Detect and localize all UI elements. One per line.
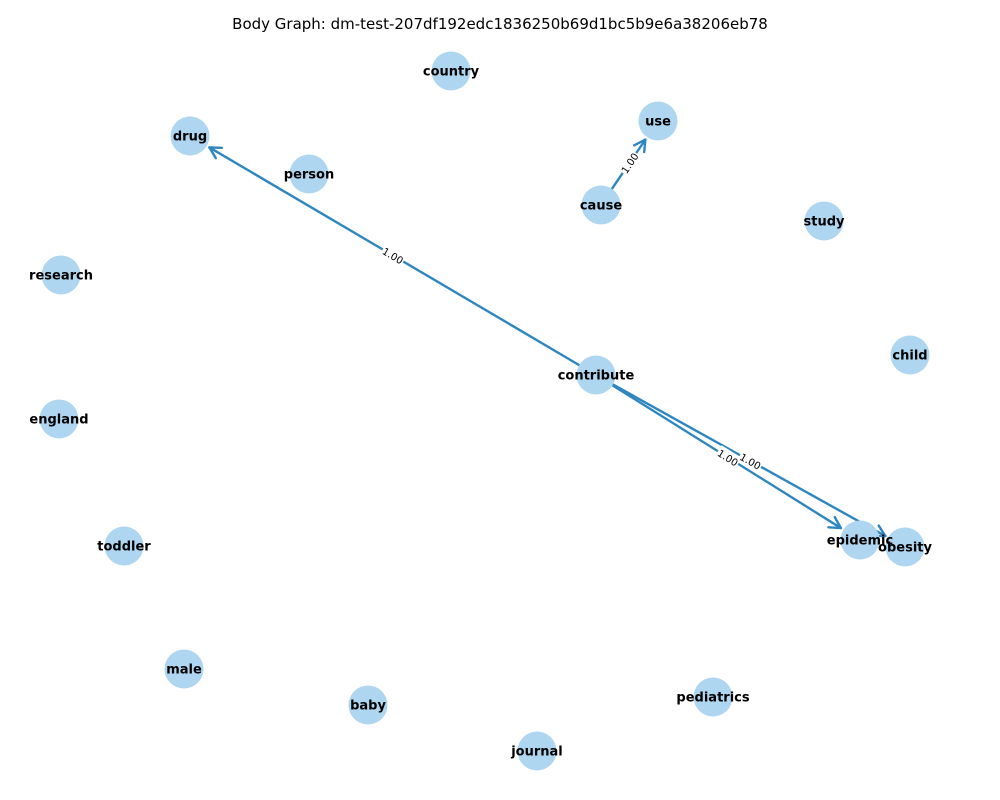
node-label: research: [29, 269, 93, 284]
node-child: [890, 335, 930, 375]
node-circle: [581, 185, 621, 225]
node-circle: [517, 731, 557, 771]
node-journal: [517, 731, 557, 771]
node-contribute: [576, 355, 616, 395]
edge-weight-label: 1.00: [616, 149, 642, 177]
node-epidemic: [840, 520, 880, 560]
node-toddler: [104, 526, 144, 566]
node-label: journal: [510, 745, 563, 760]
node-label: person: [284, 168, 334, 183]
node-label: use: [645, 115, 671, 130]
node-circle: [164, 649, 204, 689]
node-research: [41, 255, 81, 295]
node-circle: [840, 520, 880, 560]
node-circle: [576, 355, 616, 395]
node-label: child: [892, 349, 927, 364]
node-person: [289, 154, 329, 194]
node-drug: [170, 116, 210, 156]
edge-weight-label: 1.00: [737, 449, 765, 473]
node-circle: [41, 255, 81, 295]
node-label: baby: [350, 699, 386, 714]
node-circle: [431, 51, 471, 91]
node-male: [164, 649, 204, 689]
node-circle: [104, 526, 144, 566]
node-label: country: [423, 65, 480, 80]
node-label: contribute: [558, 369, 635, 384]
node-circle: [885, 527, 925, 567]
node-baby: [348, 685, 388, 725]
node-label: male: [166, 663, 202, 678]
node-study: [804, 201, 844, 241]
node-cause: [581, 185, 621, 225]
node-pediatrics: [693, 677, 733, 717]
edge-weight-text: 1.00: [737, 452, 762, 472]
edges-layer: [208, 138, 887, 538]
node-circle: [39, 399, 79, 439]
node-circle: [890, 335, 930, 375]
arrowhead-icon: [208, 146, 224, 160]
node-circle: [693, 677, 733, 717]
node-country: [431, 51, 471, 91]
edge-label-background: [714, 445, 742, 469]
node-circle: [348, 685, 388, 725]
node-label: obesity: [878, 541, 932, 556]
edge-label-background: [616, 149, 642, 177]
edge-weight-label: 1.00: [379, 243, 407, 267]
node-label: epidemic: [827, 534, 893, 549]
edge-label-background: [737, 449, 765, 473]
node-circle: [289, 154, 329, 194]
node-label: england: [29, 413, 88, 428]
node-label: toddler: [97, 540, 151, 555]
graph-title: Body Graph: dm-test-207df192edc1836250b6…: [232, 15, 768, 33]
node-circle: [170, 116, 210, 156]
edge-labels-layer: 1.001.001.001.00: [379, 149, 765, 473]
node-use: [638, 101, 678, 141]
node-obesity: [885, 527, 925, 567]
node-label: cause: [580, 199, 622, 214]
node-label: pediatrics: [676, 691, 749, 706]
arrowhead-icon: [827, 515, 843, 530]
node-label: drug: [173, 130, 207, 145]
node-circle: [638, 101, 678, 141]
edge-label-background: [379, 243, 407, 267]
node-label: study: [804, 215, 846, 230]
arrowhead-icon: [633, 138, 647, 154]
node-circle: [804, 201, 844, 241]
nodes-layer: country drug use person cause study research ch…: [29, 51, 932, 771]
node-england: [39, 399, 79, 439]
